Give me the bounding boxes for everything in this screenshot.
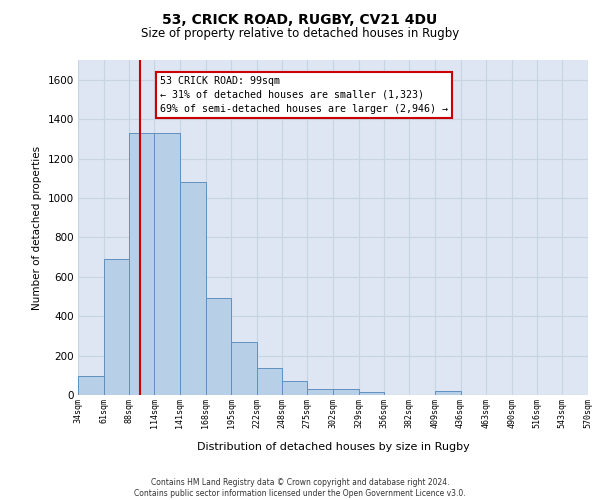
Bar [231, 342, 257, 395]
Bar [359, 392, 385, 395]
Bar [281, 381, 307, 395]
Text: Contains HM Land Registry data © Crown copyright and database right 2024.
Contai: Contains HM Land Registry data © Crown c… [134, 478, 466, 498]
Text: 53 CRICK ROAD: 99sqm
← 31% of detached houses are smaller (1,323)
69% of semi-de: 53 CRICK ROAD: 99sqm ← 31% of detached h… [160, 76, 448, 114]
Bar [154, 133, 180, 395]
Bar [205, 298, 231, 395]
Bar [435, 391, 461, 395]
Text: Distribution of detached houses by size in Rugby: Distribution of detached houses by size … [197, 442, 469, 452]
Bar [78, 376, 104, 395]
Bar [180, 182, 205, 395]
Y-axis label: Number of detached properties: Number of detached properties [32, 146, 42, 310]
Bar [104, 259, 130, 395]
Bar [130, 133, 154, 395]
Bar [307, 389, 333, 395]
Text: 53, CRICK ROAD, RUGBY, CV21 4DU: 53, CRICK ROAD, RUGBY, CV21 4DU [163, 12, 437, 26]
Text: Size of property relative to detached houses in Rugby: Size of property relative to detached ho… [141, 28, 459, 40]
Bar [333, 389, 359, 395]
Bar [257, 368, 281, 395]
